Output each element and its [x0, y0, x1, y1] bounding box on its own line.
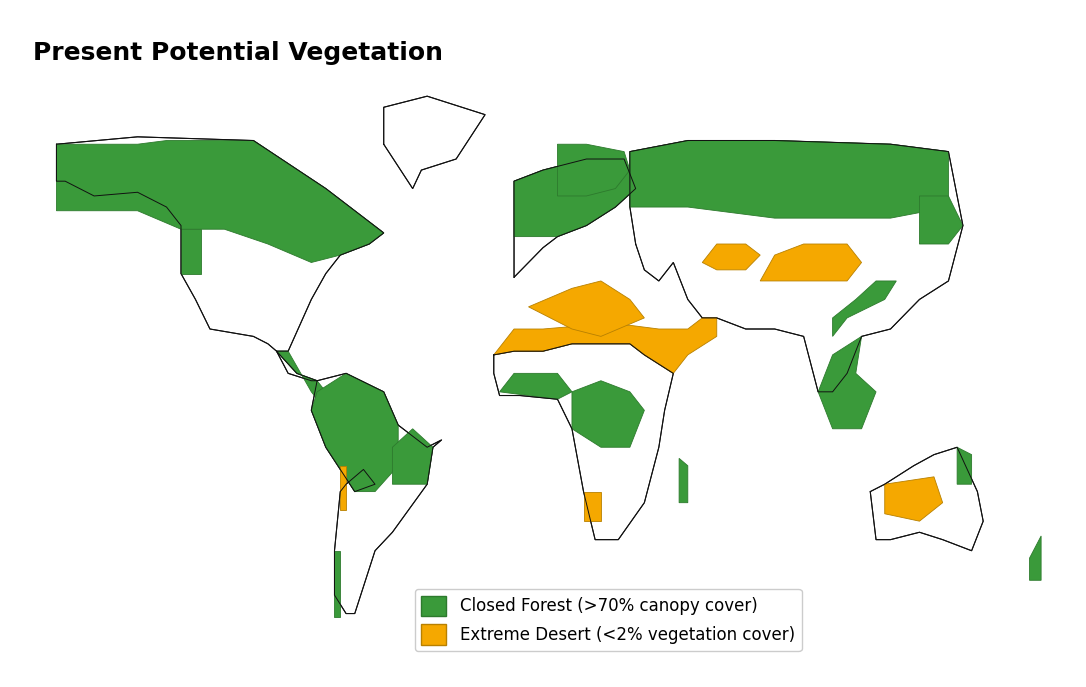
Polygon shape	[277, 351, 326, 399]
Polygon shape	[885, 477, 943, 521]
Polygon shape	[312, 373, 399, 492]
Polygon shape	[383, 96, 485, 188]
Polygon shape	[703, 244, 760, 270]
Polygon shape	[760, 244, 861, 281]
Polygon shape	[870, 447, 983, 551]
Polygon shape	[392, 429, 433, 484]
Polygon shape	[500, 373, 572, 399]
Polygon shape	[583, 492, 601, 521]
Legend: Closed Forest (>70% canopy cover), Extreme Desert (<2% vegetation cover): Closed Forest (>70% canopy cover), Extre…	[415, 589, 801, 651]
Polygon shape	[529, 281, 644, 337]
Polygon shape	[630, 141, 963, 392]
Text: Present Potential Vegetation: Present Potential Vegetation	[33, 41, 443, 65]
Polygon shape	[818, 337, 876, 429]
Polygon shape	[494, 318, 717, 373]
Polygon shape	[181, 229, 201, 273]
Polygon shape	[572, 381, 644, 447]
Polygon shape	[1030, 536, 1041, 581]
Polygon shape	[630, 141, 948, 218]
Polygon shape	[494, 344, 673, 540]
Polygon shape	[920, 196, 963, 244]
Polygon shape	[679, 458, 687, 503]
Polygon shape	[833, 281, 896, 337]
Polygon shape	[514, 159, 635, 278]
Polygon shape	[312, 373, 442, 613]
Polygon shape	[334, 551, 340, 617]
Polygon shape	[557, 144, 630, 196]
Polygon shape	[56, 137, 383, 381]
Polygon shape	[514, 159, 635, 236]
Polygon shape	[56, 141, 383, 262]
Polygon shape	[957, 447, 972, 484]
Polygon shape	[340, 466, 346, 510]
